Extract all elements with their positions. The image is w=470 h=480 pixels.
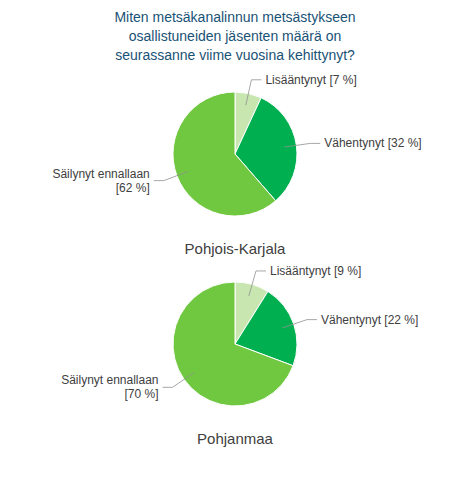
svg-text:Vähentynyt [32 %]: Vähentynyt [32 %] bbox=[324, 136, 421, 150]
svg-text:Lisääntynyt [7 %]: Lisääntynyt [7 %] bbox=[265, 73, 356, 87]
svg-text:Säilynyt ennallaan[70 %]: Säilynyt ennallaan[70 %] bbox=[61, 373, 158, 401]
html-text:Miten metsäkanalinnun metsästy: Miten metsäkanalinnun metsästykseen osal… bbox=[114, 9, 356, 63]
html-text:Pohjanmaa: Pohjanmaa bbox=[197, 430, 273, 447]
html-text:Pohjois-Karjala: Pohjois-Karjala bbox=[184, 240, 286, 257]
svg-text:Vähentynyt [22 %]: Vähentynyt [22 %] bbox=[321, 313, 418, 327]
svg-text:Lisääntynyt [9 %]: Lisääntynyt [9 %] bbox=[270, 264, 361, 278]
svg-text:Säilynyt ennallaan[62 %]: Säilynyt ennallaan[62 %] bbox=[52, 167, 149, 195]
